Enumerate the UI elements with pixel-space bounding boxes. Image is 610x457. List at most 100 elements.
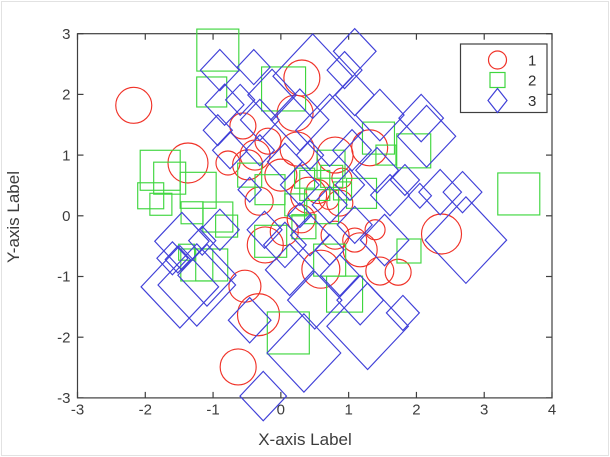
marker-circle bbox=[342, 227, 368, 253]
marker-diamond bbox=[199, 48, 241, 92]
marker-circle bbox=[364, 219, 386, 241]
x-tick-label: -2 bbox=[139, 401, 152, 418]
x-tick-label: 1 bbox=[344, 401, 352, 418]
legend-swatch-square bbox=[489, 71, 506, 89]
marker-circle bbox=[316, 136, 354, 174]
marker-diamond bbox=[156, 240, 189, 276]
legend-box bbox=[459, 43, 548, 114]
marker-square bbox=[497, 172, 541, 216]
marker-diamond bbox=[389, 163, 421, 197]
marker-circle bbox=[365, 256, 395, 286]
marker-square bbox=[294, 167, 316, 189]
marker-diamond bbox=[264, 243, 315, 297]
marker-square bbox=[179, 171, 217, 209]
marker-square bbox=[254, 174, 286, 206]
marker-diamond bbox=[236, 48, 272, 86]
x-tick-label: 0 bbox=[277, 401, 285, 418]
marker-square bbox=[180, 201, 204, 225]
marker-diamond bbox=[239, 370, 288, 422]
marker-square bbox=[137, 182, 165, 210]
marker-diamond bbox=[295, 139, 325, 171]
marker-diamond bbox=[204, 83, 245, 127]
x-tick-label: 3 bbox=[480, 401, 488, 418]
marker-square bbox=[291, 214, 317, 240]
marker-diamond bbox=[239, 98, 281, 142]
marker-diamond bbox=[294, 93, 365, 168]
marker-circle bbox=[236, 293, 281, 337]
marker-diamond bbox=[157, 242, 237, 328]
marker-diamond bbox=[369, 173, 411, 217]
marker-diamond bbox=[164, 245, 192, 274]
marker-diamond bbox=[286, 270, 343, 330]
marker-diamond bbox=[326, 282, 410, 371]
marker-diamond bbox=[354, 146, 400, 194]
marker-diamond bbox=[398, 93, 445, 143]
y-tick-label: 2 bbox=[62, 87, 70, 104]
marker-diamond bbox=[202, 113, 234, 147]
y-axis-label: Y-axis Label bbox=[4, 171, 23, 263]
marker-circle bbox=[269, 217, 299, 247]
marker-square bbox=[254, 224, 288, 258]
marker-square bbox=[153, 161, 187, 195]
marker-square bbox=[396, 238, 422, 264]
legend-label: 3 bbox=[528, 93, 536, 110]
marker-diamond bbox=[262, 221, 308, 269]
y-tick-label: 0 bbox=[62, 208, 70, 225]
marker-diamond bbox=[334, 168, 366, 202]
marker-square bbox=[196, 28, 240, 72]
marker-diamond bbox=[326, 50, 363, 90]
marker-square bbox=[299, 169, 331, 202]
marker-circle bbox=[279, 131, 315, 167]
marker-diamond bbox=[424, 195, 508, 285]
marker-square bbox=[375, 144, 397, 166]
y-tick-label: 1 bbox=[62, 147, 70, 164]
y-tick-label: -1 bbox=[57, 269, 70, 286]
marker-circle bbox=[420, 213, 463, 255]
marker-diamond bbox=[336, 205, 373, 245]
marker-diamond bbox=[227, 296, 272, 344]
marker-circle bbox=[219, 348, 257, 386]
y-tick-label: 3 bbox=[62, 26, 70, 43]
marker-diamond bbox=[266, 313, 342, 393]
marker-diamond bbox=[279, 163, 321, 207]
marker-square bbox=[313, 243, 347, 277]
marker-circle bbox=[115, 86, 153, 124]
marker-diamond bbox=[153, 211, 210, 271]
marker-diamond bbox=[354, 88, 405, 142]
marker-square bbox=[215, 214, 239, 238]
marker-square bbox=[396, 133, 432, 169]
marker-square bbox=[149, 192, 173, 216]
marker-diamond bbox=[319, 253, 361, 297]
x-tick-label: 2 bbox=[412, 401, 420, 418]
marker-diamond bbox=[407, 182, 433, 209]
x-axis-label: X-axis Label bbox=[258, 430, 352, 449]
marker-square bbox=[266, 311, 310, 355]
marker-square bbox=[260, 66, 307, 112]
marker-circle bbox=[301, 249, 341, 289]
marker-diamond bbox=[359, 213, 410, 267]
x-tick-label: -1 bbox=[206, 401, 219, 418]
legend-label: 2 bbox=[528, 73, 536, 90]
y-tick-label: -3 bbox=[57, 390, 70, 407]
marker-diamond bbox=[140, 244, 220, 329]
marker-square bbox=[202, 201, 234, 233]
marker-diamond bbox=[334, 73, 375, 117]
y-tick-label: -2 bbox=[57, 329, 70, 346]
marker-diamond bbox=[272, 33, 354, 120]
marker-diamond bbox=[418, 168, 463, 216]
legend-label: 1 bbox=[528, 53, 536, 70]
legend-swatch-diamond bbox=[487, 87, 508, 114]
x-tick-label: 4 bbox=[548, 401, 556, 418]
marker-square bbox=[361, 121, 396, 155]
marker-square bbox=[326, 275, 364, 313]
marker-diamond bbox=[442, 170, 483, 214]
marker-circle bbox=[384, 258, 412, 286]
marker-square bbox=[303, 189, 340, 225]
marker-diamond bbox=[289, 213, 331, 257]
marker-diamond bbox=[287, 201, 313, 229]
marker-diamond bbox=[199, 208, 241, 252]
marker-diamond bbox=[336, 274, 385, 326]
marker-square bbox=[345, 177, 378, 209]
